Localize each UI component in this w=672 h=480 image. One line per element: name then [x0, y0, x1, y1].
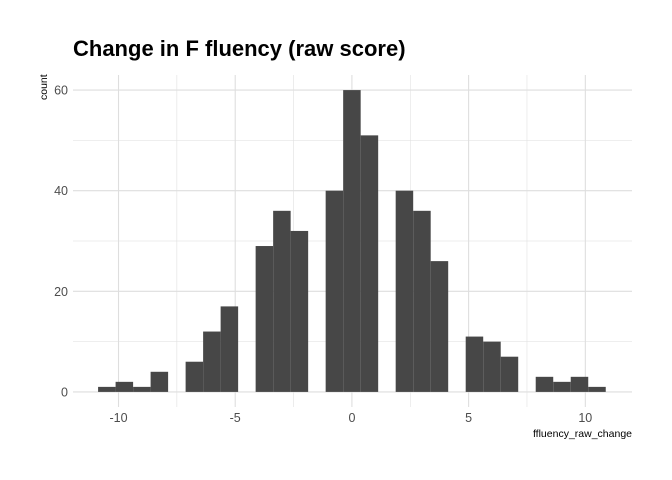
- y-axis-title: count: [38, 74, 50, 100]
- y-tick-label: 0: [61, 385, 68, 399]
- histogram-bar: [273, 210, 291, 392]
- histogram-bar: [535, 376, 554, 392]
- y-axis-ticks: 0 20 40 60: [54, 84, 68, 400]
- histogram-bar: [115, 381, 134, 392]
- histogram-bar: [203, 331, 221, 392]
- y-tick-label: 40: [54, 184, 68, 198]
- x-tick-label: 10: [578, 411, 592, 425]
- histogram-bar: [290, 230, 309, 392]
- chart-title: Change in F fluency (raw score): [73, 36, 406, 61]
- histogram-bar: [360, 135, 379, 392]
- histogram-bar: [430, 261, 449, 392]
- histogram-bar: [395, 190, 414, 392]
- histogram-bars: [98, 90, 606, 392]
- histogram-bar: [98, 386, 116, 392]
- x-tick-label: -5: [230, 411, 241, 425]
- histogram-bar: [413, 210, 431, 392]
- histogram-bar: [255, 246, 274, 392]
- histogram-bar: [185, 361, 204, 392]
- x-axis-ticks: -10 -5 0 5 10: [109, 411, 592, 425]
- histogram-bar: [150, 371, 169, 392]
- histogram-bar: [483, 341, 501, 392]
- x-tick-label: 0: [348, 411, 355, 425]
- histogram-bar: [343, 90, 361, 392]
- x-axis-title: ffluency_raw_change: [533, 428, 632, 440]
- x-tick-label: 5: [465, 411, 472, 425]
- histogram-bar: [500, 356, 519, 392]
- histogram-bar: [588, 386, 606, 392]
- histogram-bar: [325, 190, 344, 392]
- histogram-bar: [220, 306, 239, 392]
- histogram-bar: [133, 386, 151, 392]
- y-tick-label: 60: [54, 84, 68, 98]
- histogram-bar: [570, 376, 589, 392]
- histogram-bar: [465, 336, 484, 392]
- y-tick-label: 20: [54, 285, 68, 299]
- histogram-bar: [553, 381, 571, 392]
- x-tick-label: -10: [109, 411, 127, 425]
